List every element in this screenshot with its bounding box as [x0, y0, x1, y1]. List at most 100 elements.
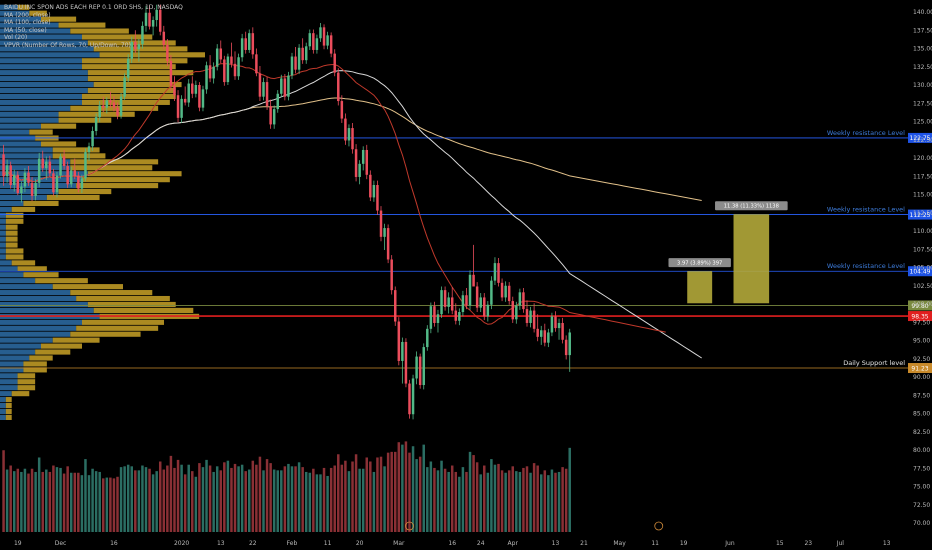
volume-bar — [418, 456, 422, 532]
y-tick-label: 132.50 — [913, 64, 932, 71]
vpvr-down-bar — [58, 111, 135, 117]
candle-body — [411, 378, 415, 415]
x-tick-label: Jul — [836, 540, 845, 547]
vpvr-up-bar — [0, 171, 88, 177]
volume-bar — [130, 466, 133, 532]
candle-body — [258, 73, 262, 97]
volume-bar — [84, 459, 87, 532]
candles-group — [2, 4, 571, 420]
volume-bar — [183, 474, 187, 532]
level-name: Weekly resistance Level — [827, 129, 905, 137]
volume-bar — [94, 471, 98, 532]
vpvr-down-bar — [5, 224, 18, 230]
candle-body — [479, 297, 482, 308]
earnings-marker-icon — [654, 521, 664, 531]
candle-body — [290, 56, 294, 76]
y-tick-label: 120.00 — [913, 155, 932, 162]
level-name: Daily Support level — [843, 359, 905, 367]
vpvr-up-bar — [0, 183, 77, 189]
volume-bar — [77, 472, 80, 532]
volume-bar — [351, 461, 354, 532]
volume-bar — [198, 463, 201, 532]
volume-bar — [155, 471, 158, 532]
x-tick-label: 11 — [651, 540, 659, 547]
price-tag — [908, 363, 932, 374]
candle-body — [112, 102, 116, 108]
vpvr-up-bar — [0, 212, 6, 218]
volume-bar — [415, 459, 418, 532]
vpvr-up-bar — [0, 206, 12, 212]
vpvr-down-bar — [41, 123, 77, 129]
volume-bar — [329, 467, 333, 532]
vpvr-up-bar — [0, 408, 6, 415]
volume-bar — [123, 466, 126, 532]
candle-body — [344, 118, 347, 141]
volume-bar — [280, 470, 283, 532]
candle-body — [84, 152, 87, 179]
candle-body — [66, 166, 69, 185]
vpvr-down-bar — [70, 331, 141, 337]
vpvr-up-bar — [0, 391, 12, 397]
volume-bar — [440, 460, 443, 532]
y-tick-label: 115.00 — [913, 192, 932, 199]
volume-bar — [69, 472, 73, 532]
vpvr-up-bar — [0, 153, 53, 159]
volume-bar — [447, 471, 450, 532]
price-tag — [908, 300, 932, 311]
candle-body — [404, 341, 408, 384]
candle-body — [198, 85, 201, 108]
legend-vol[interactable]: Vol (20) — [4, 34, 28, 42]
candle-body — [315, 38, 319, 50]
vpvr-up-bar — [0, 248, 6, 254]
candle-body — [351, 128, 354, 150]
volume-bar — [312, 468, 315, 532]
candle-body — [119, 96, 123, 116]
vpvr-up-bar — [0, 379, 18, 385]
candle-body — [539, 330, 543, 337]
vpvr-down-bar — [87, 70, 194, 76]
legend-ma50[interactable]: MA (50, close) — [4, 26, 47, 34]
volume-bar — [265, 459, 269, 532]
volume-bar — [529, 472, 532, 532]
vpvr-up-bar — [0, 349, 36, 355]
candle-body — [276, 93, 279, 110]
candle-body — [468, 274, 472, 306]
candle-body — [557, 322, 561, 329]
candle-body — [9, 165, 12, 186]
vpvr-down-bar — [29, 10, 47, 16]
candle-body — [365, 149, 369, 175]
vpvr-down-bar — [17, 379, 36, 385]
volume-bar — [326, 475, 329, 532]
candle-body — [447, 297, 450, 307]
volume-bar — [344, 460, 347, 532]
candle-body — [550, 316, 554, 333]
volume-bar — [518, 471, 522, 532]
volume-bar — [176, 459, 180, 532]
vpvr-up-bar — [0, 337, 53, 343]
vpvr-up-bar — [0, 385, 18, 391]
candle-body — [301, 47, 304, 61]
vpvr-down-bar — [23, 272, 59, 278]
volume-bar — [372, 471, 376, 532]
vpvr-down-bar — [58, 117, 112, 123]
legend-ma200[interactable]: MA (200, close) — [4, 11, 51, 19]
volume-bar — [522, 467, 525, 532]
vpvr-down-bar — [5, 408, 12, 415]
volume-bar — [500, 470, 504, 532]
candle-body — [130, 41, 133, 59]
candle-body — [507, 285, 511, 302]
legend-ma100[interactable]: MA (100, close) — [4, 19, 51, 27]
candle-body — [69, 170, 73, 185]
volume-bar — [66, 466, 69, 532]
price-tag — [908, 311, 932, 322]
volume-bar — [134, 470, 137, 532]
projection-box — [733, 214, 770, 304]
volume-bar — [255, 464, 258, 532]
volume-bar — [568, 447, 571, 532]
vpvr-down-bar — [76, 183, 159, 189]
volume-bar — [45, 469, 48, 532]
legend-vpvr[interactable]: VPVR (Number Of Rows, 70, Up/Down, 70) — [4, 41, 131, 49]
x-tick-label: Feb — [287, 540, 298, 547]
volume-bar — [429, 461, 433, 532]
